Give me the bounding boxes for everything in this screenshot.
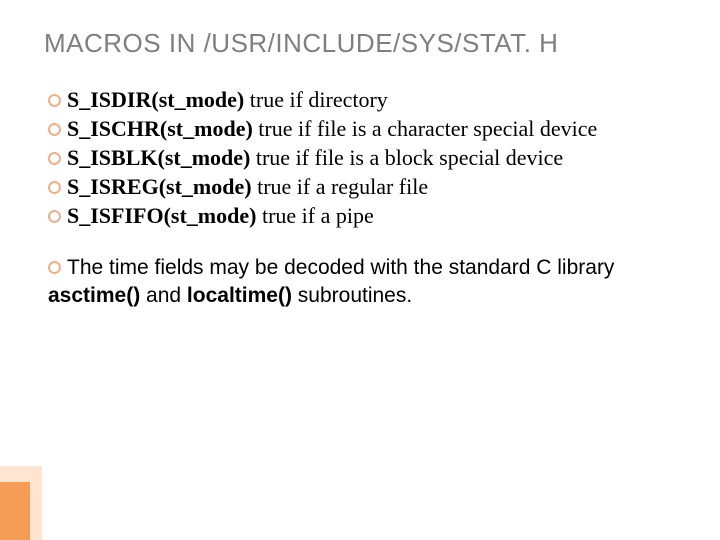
macro-name: S_ISBLK(st_mode) <box>67 145 250 170</box>
content-area: S_ISDIR(st_mode) true if directory S_ISC… <box>44 85 676 310</box>
macro-name: S_ISCHR(st_mode) <box>67 116 253 141</box>
bullet-icon <box>48 152 61 165</box>
footer-note: The time fields may be decoded with the … <box>48 254 676 309</box>
macro-item: S_ISREG(st_mode) true if a regular file <box>48 172 676 201</box>
macro-item: S_ISDIR(st_mode) true if directory <box>48 85 676 114</box>
footer-fn: localtime() <box>187 284 292 307</box>
macro-desc: true if file is a character special devi… <box>253 116 597 141</box>
macro-item: S_ISBLK(st_mode) true if file is a block… <box>48 143 676 172</box>
footer-fn: asctime() <box>48 284 140 307</box>
macro-desc: true if file is a block special device <box>250 145 563 170</box>
slide-title: MACROS IN /USR/INCLUDE/SYS/STAT. H <box>44 28 676 59</box>
macro-name: S_ISDIR(st_mode) <box>67 87 244 112</box>
bullet-icon <box>48 261 61 274</box>
macro-name: S_ISFIFO(st_mode) <box>67 203 256 228</box>
accent-inner <box>0 482 30 540</box>
macro-item: S_ISCHR(st_mode) true if file is a chara… <box>48 114 676 143</box>
footer-text: and <box>140 284 187 307</box>
corner-accent <box>0 466 42 540</box>
macro-name: S_ISREG(st_mode) <box>67 174 252 199</box>
footer-lead: The <box>67 256 103 279</box>
footer-text: subroutines. <box>292 284 412 307</box>
macro-desc: true if a regular file <box>252 174 429 199</box>
macro-desc: true if a pipe <box>256 203 373 228</box>
bullet-icon <box>48 94 61 107</box>
slide: MACROS IN /USR/INCLUDE/SYS/STAT. H S_ISD… <box>0 0 720 540</box>
bullet-icon <box>48 123 61 136</box>
macro-desc: true if directory <box>244 87 388 112</box>
bullet-icon <box>48 181 61 194</box>
macro-item: S_ISFIFO(st_mode) true if a pipe <box>48 201 676 230</box>
bullet-icon <box>48 210 61 223</box>
footer-text: time fields may be decoded with the stan… <box>103 256 614 279</box>
